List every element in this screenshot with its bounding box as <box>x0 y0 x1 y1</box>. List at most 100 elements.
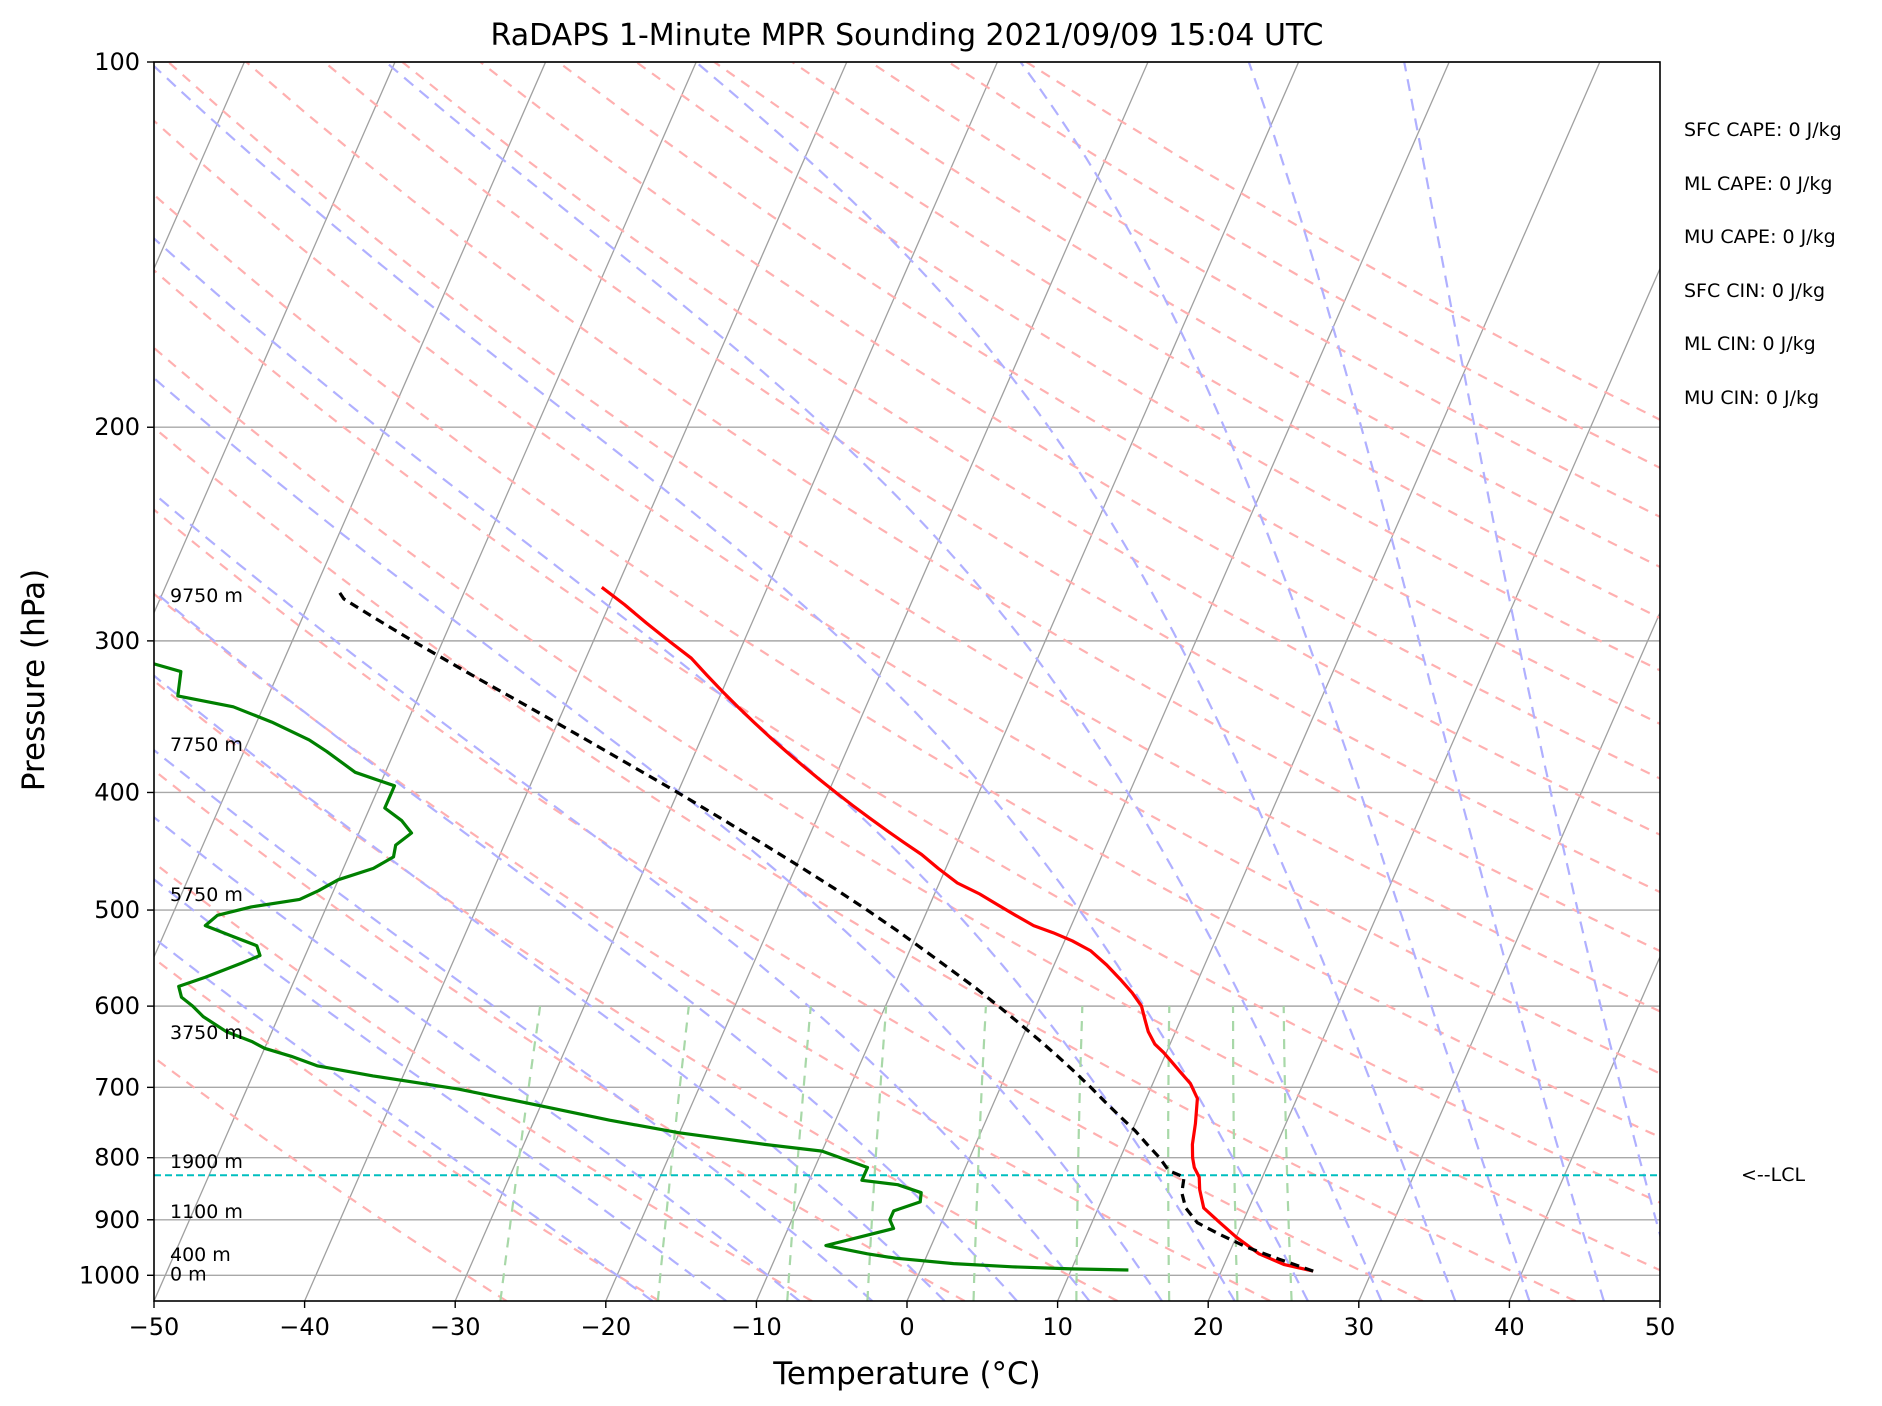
y-tick-label: 900 <box>94 1206 140 1234</box>
isotherm-line <box>154 62 547 959</box>
y-axis-ticks: 100 200 300 400 500 600 700 800 900 1000 <box>79 48 154 1289</box>
mixing-ratio-line <box>786 1005 812 1301</box>
parcel-line <box>336 588 1314 1273</box>
sfc-cin-value: SFC CIN: 0 J/kg <box>1684 279 1826 302</box>
mixing-ratio-line <box>499 1005 542 1301</box>
y-tick-label: 500 <box>94 896 140 924</box>
isotherm-line <box>1057 62 1601 1301</box>
isotherm-line <box>1508 955 1660 1301</box>
moist-adiabat-line <box>154 815 801 1301</box>
ml-cape-value: ML CAPE: 0 J/kg <box>1684 172 1833 195</box>
dry-adiabat-line <box>154 861 813 1301</box>
dry-adiabat-line <box>167 62 1660 1013</box>
y-tick-label: 700 <box>94 1073 140 1101</box>
height-label: 3750 m <box>170 1022 243 1044</box>
mixing-ratio-line <box>1075 1006 1084 1301</box>
dry-adiabat-line <box>154 268 1660 1204</box>
height-label: 0 m <box>170 1264 207 1286</box>
dry-adiabat-line <box>154 957 660 1301</box>
x-tick-label: −20 <box>580 1313 631 1341</box>
x-tick-label: 10 <box>1042 1313 1073 1341</box>
y-tick-label: 600 <box>94 992 140 1020</box>
moist-adiabat-line <box>695 62 1457 1301</box>
dry-adiabat-line <box>245 62 1660 953</box>
isotherm-line <box>755 62 1300 1301</box>
y-tick-label: 1000 <box>79 1261 140 1289</box>
moist-adiabat-line <box>1403 62 1660 1240</box>
mixing-ratio-line <box>1282 1006 1293 1301</box>
x-tick-label: 0 <box>899 1313 914 1341</box>
y-tick-label: 200 <box>94 413 140 441</box>
y-axis-label: Pressure (hPa) <box>16 569 52 791</box>
x-axis-ticks: −50 −40 −30 −20 −10 0 10 20 30 40 50 <box>129 1301 1676 1341</box>
mixing-ratio-line <box>1231 1006 1239 1301</box>
dry-adiabat-line <box>323 62 1660 894</box>
x-axis-label: Temperature (°C) <box>772 1356 1041 1392</box>
moist-adiabat-line <box>1019 62 1531 1301</box>
y-tick-label: 800 <box>94 1144 140 1172</box>
dry-adiabat-line <box>154 119 1660 1075</box>
dry-adiabat-line <box>479 62 1660 780</box>
y-tick-label: 300 <box>94 627 140 655</box>
sfc-cape-value: SFC CAPE: 0 J/kg <box>1684 119 1842 141</box>
dry-adiabat-line <box>557 62 1660 726</box>
dry-adiabat-line <box>713 62 1660 620</box>
profile-lines <box>154 586 1314 1273</box>
temperature-line <box>600 586 1314 1273</box>
moist-adiabat-line <box>154 492 1091 1301</box>
x-tick-label: 20 <box>1193 1313 1224 1341</box>
ml-cin-value: ML CIN: 0 J/kg <box>1684 333 1816 355</box>
x-tick-label: −10 <box>731 1313 782 1341</box>
height-label: 7750 m <box>170 734 243 756</box>
mixing-ratio-line <box>656 1005 690 1301</box>
dry-adiabat-line <box>154 508 1424 1301</box>
isotherm-line <box>1207 266 1660 1301</box>
x-tick-label: 50 <box>1645 1313 1676 1341</box>
x-tick-label: −50 <box>129 1313 180 1341</box>
mixing-ratio-line <box>1167 1006 1171 1301</box>
dry-adiabat-line <box>154 193 1660 1139</box>
background-lines <box>154 62 1660 1301</box>
x-tick-label: −30 <box>430 1313 481 1341</box>
moist-adiabat-line <box>154 748 873 1301</box>
pressure-gridlines <box>154 61 1660 1276</box>
isotherm-line <box>154 62 697 1301</box>
isotherm-line <box>605 62 1149 1301</box>
height-label: 5750 m <box>170 884 243 906</box>
moist-adiabat-line <box>154 936 654 1301</box>
moist-adiabat-line <box>384 62 1383 1301</box>
moist-adiabat-line <box>1247 62 1605 1301</box>
chart-title: RaDAPS 1-Minute MPR Sounding 2021/09/09 … <box>491 18 1324 53</box>
moist-adiabat-line <box>154 64 1309 1301</box>
height-label: 1100 m <box>170 1201 243 1223</box>
dry-adiabat-line <box>154 592 1271 1301</box>
height-labels: 9750 m 7750 m 5750 m 3750 m 1900 m 1100 m 400 … <box>170 585 243 1286</box>
height-label: 9750 m <box>170 585 243 607</box>
height-label: 400 m <box>170 1244 231 1266</box>
y-tick-label: 100 <box>94 48 140 76</box>
dry-adiabat-line <box>401 62 1660 836</box>
dewpoint-line <box>154 662 1129 1272</box>
isotherm-line <box>906 62 1450 1301</box>
x-tick-label: −40 <box>279 1313 330 1341</box>
mu-cape-value: MU CAPE: 0 J/kg <box>1684 226 1836 248</box>
y-tick-label: 400 <box>94 778 140 806</box>
isotherm-line <box>454 62 998 1301</box>
mixing-ratio-line <box>972 1006 987 1301</box>
isotherm-line <box>1358 611 1660 1301</box>
height-label: 1900 m <box>170 1151 243 1173</box>
moist-adiabat-line <box>154 674 946 1301</box>
x-tick-label: 40 <box>1494 1313 1525 1341</box>
isotherm-line <box>154 62 396 615</box>
moist-adiabat-line <box>154 589 1018 1301</box>
isotherm-line <box>304 62 848 1301</box>
dry-adiabat-line <box>154 346 1660 1272</box>
dry-adiabat-line <box>154 679 1119 1301</box>
stats-panel: SFC CAPE: 0 J/kg ML CAPE: 0 J/kg MU CAPE… <box>1684 104 1842 425</box>
dry-adiabat-line <box>154 1056 508 1301</box>
x-tick-label: 30 <box>1344 1313 1375 1341</box>
lcl-label: <--LCL <box>1741 1164 1806 1186</box>
mu-cin-value: MU CIN: 0 J/kg <box>1684 386 1820 409</box>
mixing-ratio-line <box>866 1006 888 1301</box>
